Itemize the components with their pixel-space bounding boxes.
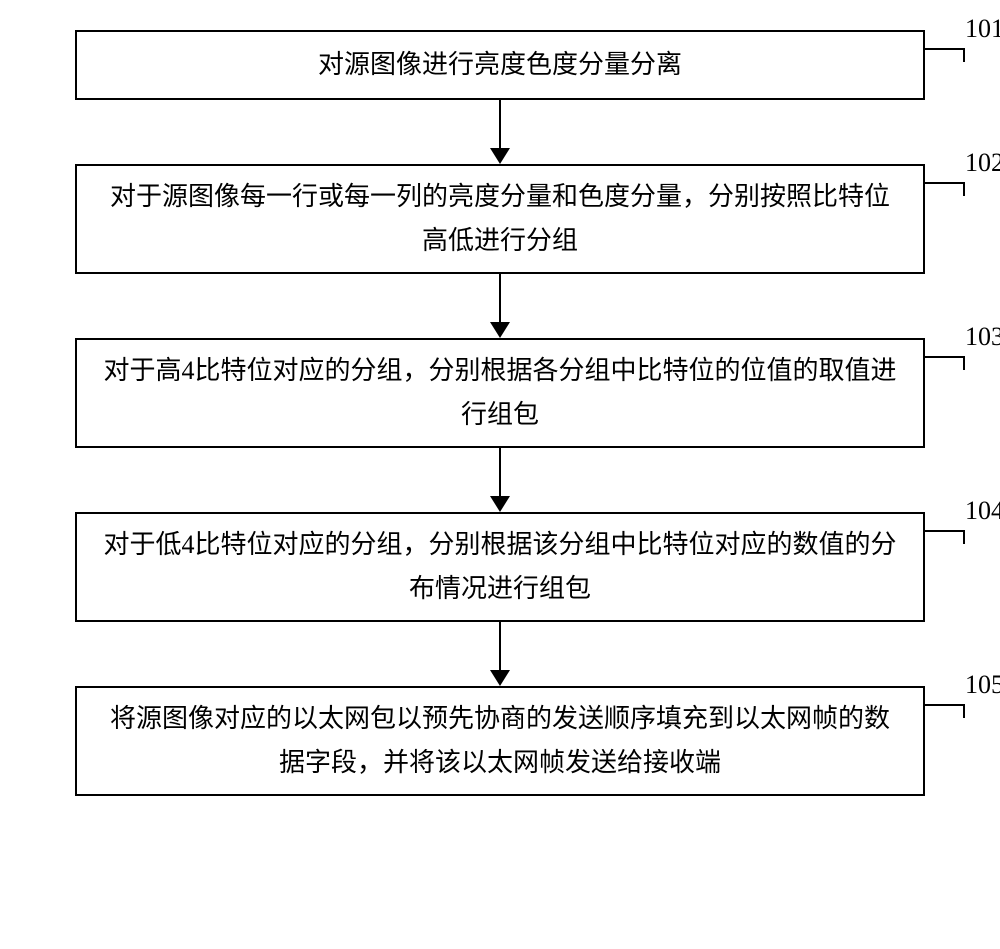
connector-line bbox=[923, 48, 965, 62]
step-row-103: 对于高4比特位对应的分组，分别根据各分组中比特位的位值的取值进行组包103 bbox=[0, 338, 1000, 448]
arrow-head-icon bbox=[490, 670, 510, 686]
arrow-head-icon bbox=[490, 148, 510, 164]
arrow-line bbox=[499, 622, 502, 670]
flow-box-101: 对源图像进行亮度色度分量分离 bbox=[75, 30, 925, 100]
step-label-105: 105 bbox=[965, 670, 1000, 700]
flow-container: 对源图像进行亮度色度分量分离101 对于源图像每一行或每一列的亮度分量和色度分量，… bbox=[0, 30, 1000, 796]
arrow-line bbox=[499, 100, 502, 148]
connector-line bbox=[923, 704, 965, 718]
box-text: 对源图像进行亮度色度分量分离 bbox=[318, 43, 682, 87]
step-row-101: 对源图像进行亮度色度分量分离101 bbox=[0, 30, 1000, 100]
flow-arrow bbox=[0, 274, 1000, 338]
flowchart-diagram: 对源图像进行亮度色度分量分离101 对于源图像每一行或每一列的亮度分量和色度分量，… bbox=[0, 30, 1000, 949]
step-label-103: 103 bbox=[965, 322, 1000, 352]
flow-arrow bbox=[0, 100, 1000, 164]
step-row-104: 对于低4比特位对应的分组，分别根据该分组中比特位对应的数值的分布情况进行组包10… bbox=[0, 512, 1000, 622]
box-text: 对于低4比特位对应的分组，分别根据该分组中比特位对应的数值的分布情况进行组包 bbox=[101, 523, 899, 611]
step-row-105: 将源图像对应的以太网包以预先协商的发送顺序填充到以太网帧的数据字段，并将该以太网… bbox=[0, 686, 1000, 796]
step-row-102: 对于源图像每一行或每一列的亮度分量和色度分量，分别按照比特位高低进行分组102 bbox=[0, 164, 1000, 274]
flow-box-104: 对于低4比特位对应的分组，分别根据该分组中比特位对应的数值的分布情况进行组包 bbox=[75, 512, 925, 622]
box-text: 将源图像对应的以太网包以预先协商的发送顺序填充到以太网帧的数据字段，并将该以太网… bbox=[101, 697, 899, 785]
flow-arrow bbox=[0, 622, 1000, 686]
step-label-104: 104 bbox=[965, 496, 1000, 526]
box-text: 对于高4比特位对应的分组，分别根据各分组中比特位的位值的取值进行组包 bbox=[101, 349, 899, 437]
arrow-line bbox=[499, 274, 502, 322]
flow-box-105: 将源图像对应的以太网包以预先协商的发送顺序填充到以太网帧的数据字段，并将该以太网… bbox=[75, 686, 925, 796]
flow-box-102: 对于源图像每一行或每一列的亮度分量和色度分量，分别按照比特位高低进行分组 bbox=[75, 164, 925, 274]
flow-arrow bbox=[0, 448, 1000, 512]
connector-line bbox=[923, 182, 965, 196]
arrow-head-icon bbox=[490, 322, 510, 338]
step-label-101: 101 bbox=[965, 14, 1000, 44]
box-text: 对于源图像每一行或每一列的亮度分量和色度分量，分别按照比特位高低进行分组 bbox=[101, 175, 899, 263]
arrow-head-icon bbox=[490, 496, 510, 512]
step-label-102: 102 bbox=[965, 148, 1000, 178]
arrow-line bbox=[499, 448, 502, 496]
connector-line bbox=[923, 530, 965, 544]
connector-line bbox=[923, 356, 965, 370]
flow-box-103: 对于高4比特位对应的分组，分别根据各分组中比特位的位值的取值进行组包 bbox=[75, 338, 925, 448]
